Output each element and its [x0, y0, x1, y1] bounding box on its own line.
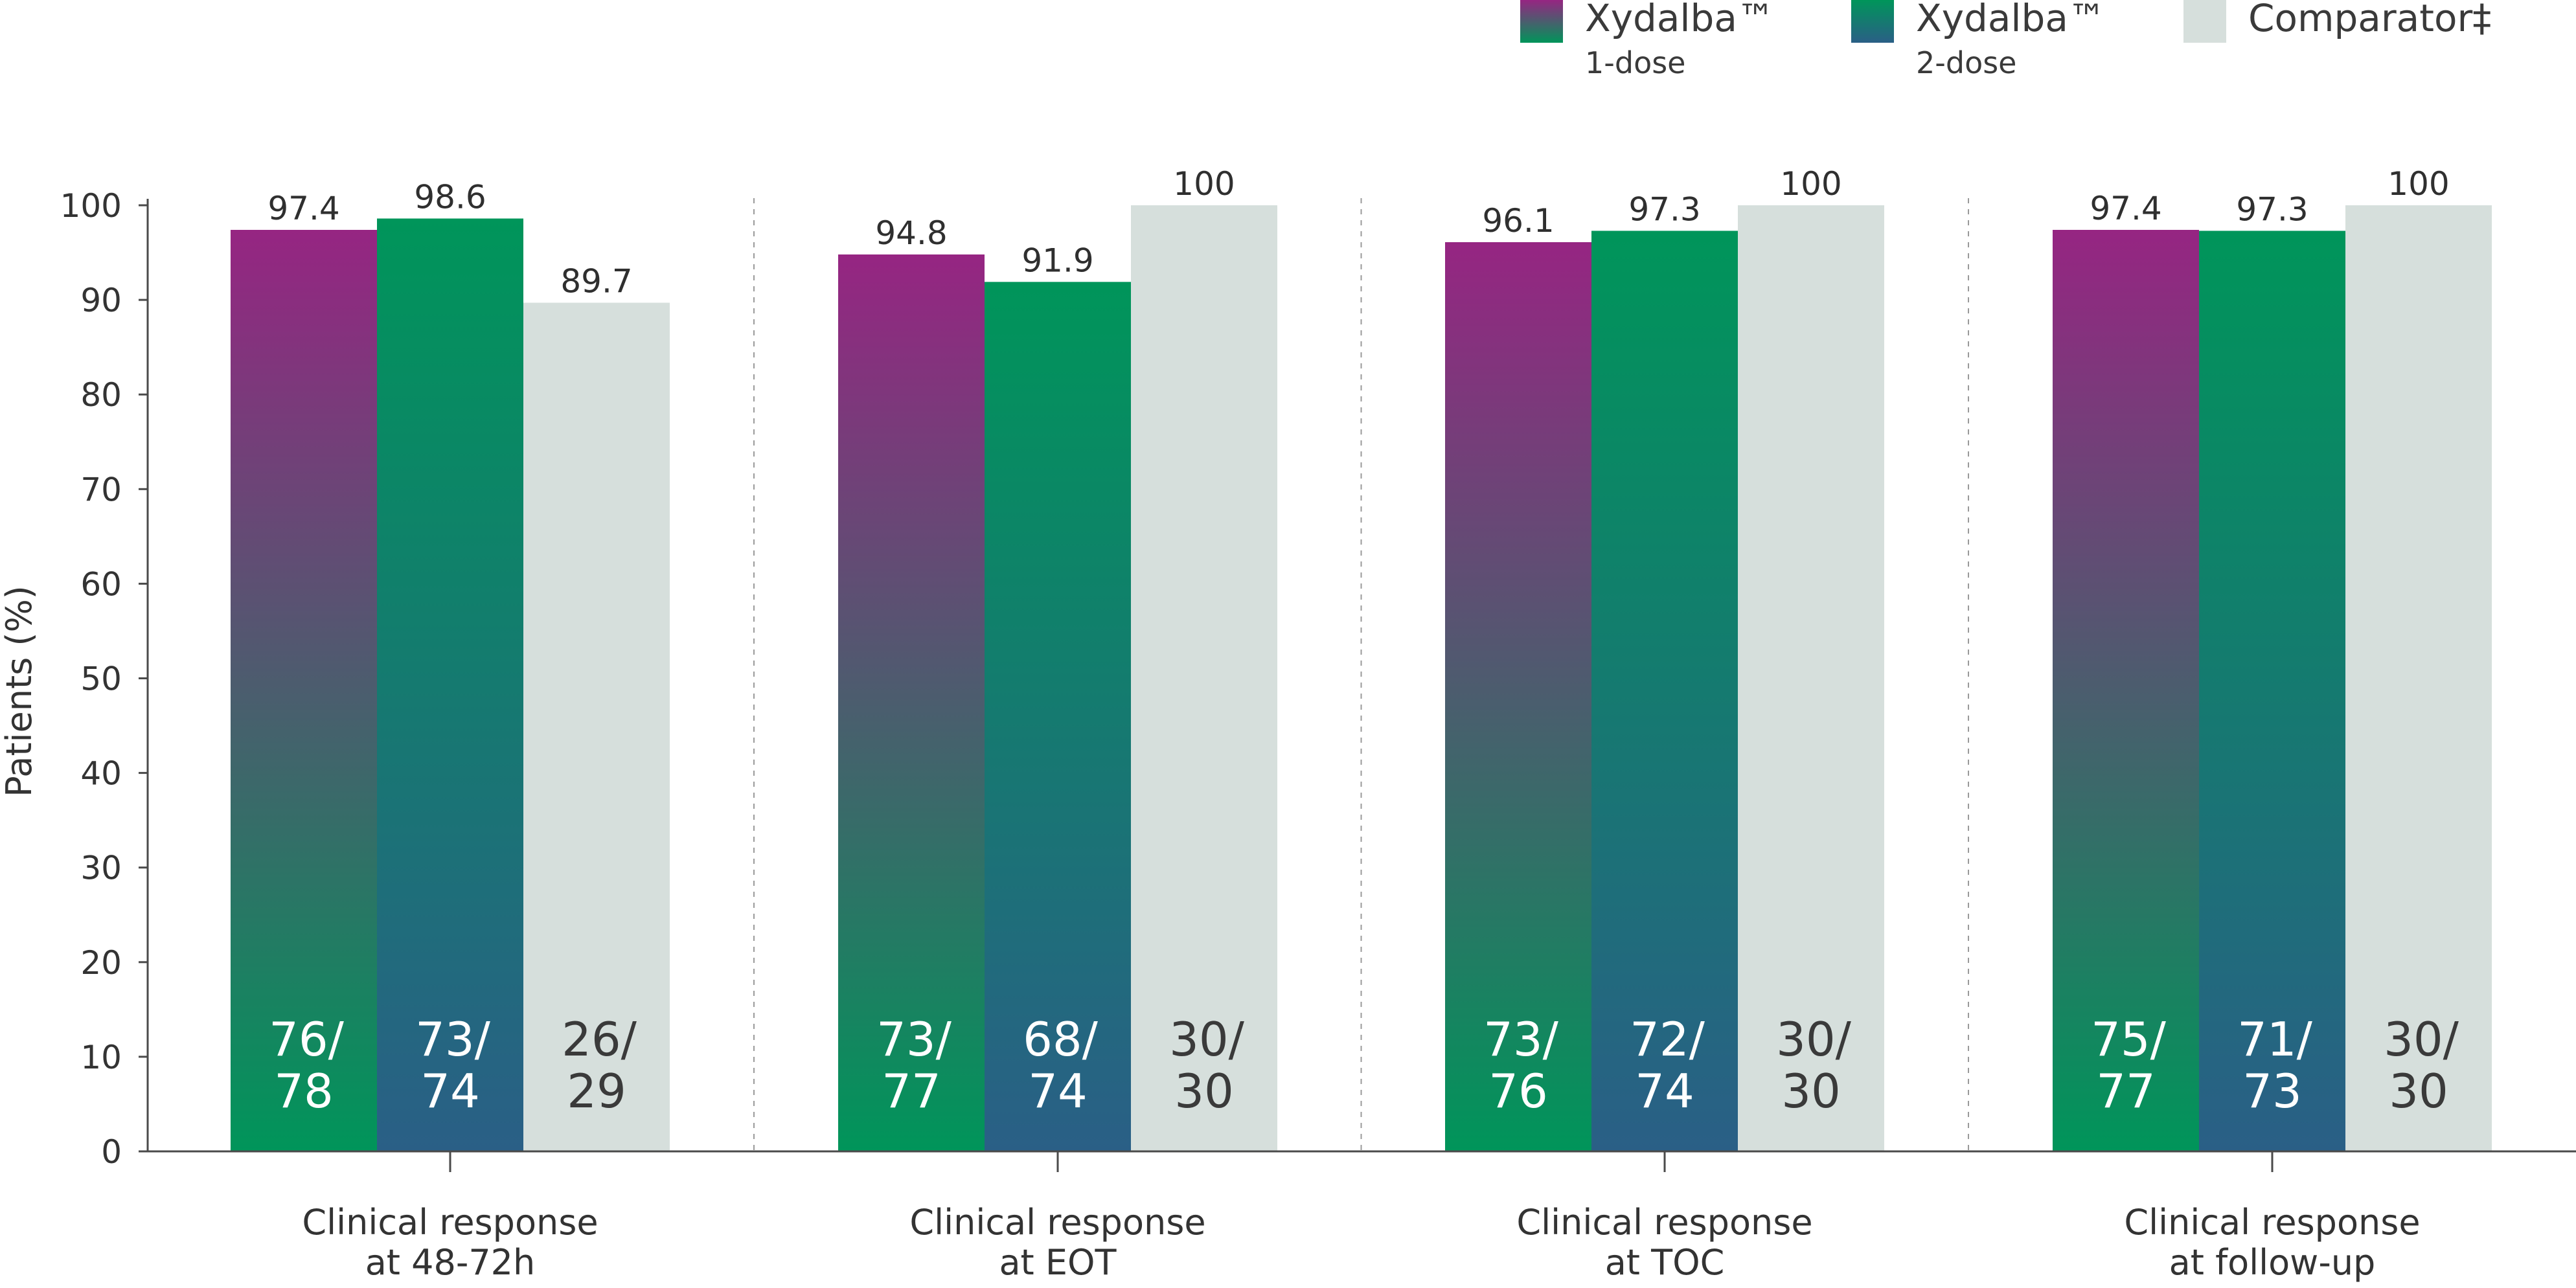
fraction-denominator: 30: [2389, 1064, 2448, 1118]
x-tick-label: at follow-up: [2169, 1242, 2376, 1283]
bar: [1445, 242, 1591, 1151]
fraction-numerator: 73/: [876, 1012, 952, 1067]
y-tick-label: 90: [80, 282, 122, 319]
fraction-denominator: 78: [274, 1064, 334, 1118]
x-tick-label: at EOT: [999, 1242, 1117, 1283]
y-tick-label: 30: [80, 850, 122, 887]
x-tick-label: Clinical response: [302, 1202, 598, 1243]
fraction-denominator: 77: [882, 1064, 941, 1118]
bar: [1131, 205, 1277, 1151]
fraction-numerator: 30/: [1776, 1012, 1852, 1067]
y-tick-label: 0: [101, 1133, 122, 1171]
bar: [1591, 231, 1738, 1151]
bar: [838, 254, 985, 1152]
fraction-numerator: 71/: [2237, 1012, 2313, 1067]
fraction-numerator: 75/: [2091, 1012, 2167, 1067]
y-tick-label: 100: [60, 187, 122, 225]
data-label: 97.4: [268, 190, 339, 227]
y-tick-label: 80: [80, 376, 122, 414]
fraction-numerator: 68/: [1023, 1012, 1099, 1067]
fraction-denominator: 73: [2242, 1064, 2302, 1118]
fraction-denominator: 29: [567, 1064, 626, 1118]
x-tick-label: Clinical response: [2124, 1202, 2420, 1243]
bar: [2345, 205, 2492, 1151]
bar: [2199, 231, 2345, 1151]
y-axis: 0 10 20 30 40 50 60 70 80 90 100: [60, 187, 149, 1171]
legend-swatch: [1520, 0, 1563, 43]
x-tick-label: at TOC: [1605, 1242, 1725, 1283]
fraction-denominator: 74: [1635, 1064, 1694, 1118]
bar: [377, 218, 523, 1152]
data-label: 97.3: [1628, 190, 1700, 228]
fraction-denominator: 76: [1488, 1064, 1548, 1118]
legend-label: Xydalba™: [1916, 0, 2106, 40]
legend-swatch: [2183, 0, 2226, 43]
data-label: 89.7: [560, 262, 632, 300]
bar: [985, 282, 1131, 1151]
fraction-denominator: 30: [1781, 1064, 1841, 1118]
legend-label: Comparator‡: [2248, 0, 2491, 40]
bar: [523, 302, 670, 1151]
legend-sublabel: 1-dose: [1585, 45, 1685, 80]
data-label: 97.3: [2236, 190, 2308, 228]
y-axis-label: Patients (%): [0, 585, 40, 797]
y-tick-label: 60: [80, 565, 122, 603]
fraction-denominator: 74: [420, 1064, 480, 1118]
y-tick-label: 70: [80, 471, 122, 508]
bar: [1738, 205, 1884, 1151]
data-label: 94.8: [875, 214, 947, 252]
data-label: 100: [2388, 165, 2449, 203]
legend: Xydalba™ 1-dose Xydalba™ 2-dose Comparator‡: [1520, 0, 2491, 80]
fraction-denominator: 77: [2096, 1064, 2156, 1118]
y-tick-label: 20: [80, 944, 122, 982]
fraction-numerator: 30/: [1169, 1012, 1245, 1067]
data-label: 100: [1173, 165, 1235, 203]
fraction-numerator: 26/: [562, 1012, 637, 1067]
y-tick-label: 40: [80, 755, 122, 793]
fraction-denominator: 30: [1174, 1064, 1234, 1118]
x-tick-label: Clinical response: [1516, 1202, 1812, 1243]
fraction-numerator: 73/: [415, 1012, 491, 1067]
y-tick-label: 50: [80, 661, 122, 698]
bar: [2053, 229, 2199, 1152]
fraction-numerator: 73/: [1483, 1012, 1559, 1067]
data-label: 100: [1780, 165, 1841, 203]
x-tick-label: Clinical response: [909, 1202, 1205, 1243]
data-label: 96.1: [1482, 202, 1554, 240]
fraction-numerator: 30/: [2384, 1012, 2459, 1067]
bar: [231, 229, 377, 1152]
legend-label: Xydalba™: [1585, 0, 1775, 40]
data-label: 91.9: [1021, 242, 1093, 279]
y-tick-label: 10: [80, 1039, 122, 1076]
fraction-numerator: 76/: [269, 1012, 345, 1067]
fraction-numerator: 72/: [1630, 1012, 1705, 1067]
x-tick-label: at 48-72h: [365, 1242, 536, 1283]
bars: 97.4 76/78 98.6 73/74 89.7 26/29 94.8 73/77 91.9…: [231, 165, 2492, 1152]
legend-sublabel: 2-dose: [1916, 45, 2016, 80]
data-label: 98.6: [414, 178, 486, 216]
group-dividers: [753, 198, 1969, 1151]
fraction-denominator: 74: [1028, 1064, 1088, 1118]
legend-swatch: [1851, 0, 1894, 43]
data-label: 97.4: [2090, 190, 2161, 227]
